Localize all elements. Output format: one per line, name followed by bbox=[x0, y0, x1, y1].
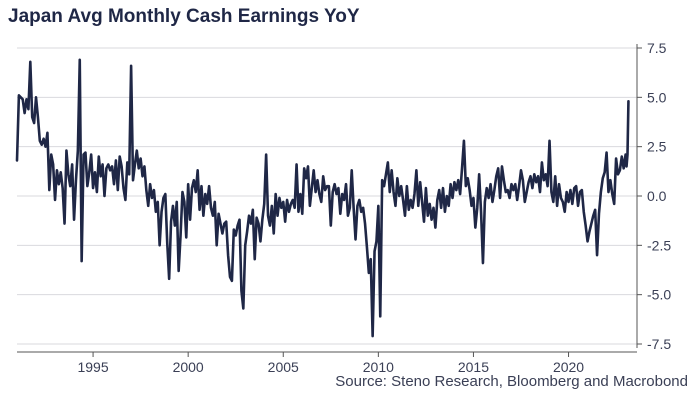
y-tick-label: -7.5 bbox=[647, 336, 671, 352]
x-tick-label: 2015 bbox=[458, 359, 489, 375]
grid-lines bbox=[17, 47, 637, 345]
x-tick-label: 2010 bbox=[363, 359, 394, 375]
y-tick-label: 7.5 bbox=[647, 40, 667, 56]
y-tick-label: 0.0 bbox=[647, 188, 667, 204]
series-layer bbox=[15, 58, 630, 338]
x-tick-label: 1995 bbox=[77, 359, 108, 375]
x-tick-label: 2000 bbox=[173, 359, 204, 375]
x-tick-label: 2005 bbox=[268, 359, 299, 375]
series-line bbox=[15, 58, 630, 338]
axes bbox=[17, 44, 642, 357]
y-tick-label: -2.5 bbox=[647, 237, 671, 253]
tick-labels: 7.5 5.0 2.5 0.0 -2.5 -5.0 -7.5 1995 2000 2005 2010… bbox=[77, 40, 671, 375]
y-tick-label: 2.5 bbox=[647, 139, 667, 155]
chart-title: Japan Avg Monthly Cash Earnings YoY bbox=[8, 6, 360, 27]
y-tick-label: -5.0 bbox=[647, 287, 671, 303]
x-tick-label: 2020 bbox=[553, 359, 584, 375]
source-note: Source: Steno Research, Bloomberg and Ma… bbox=[335, 373, 688, 390]
y-tick-label: 5.0 bbox=[647, 89, 667, 105]
